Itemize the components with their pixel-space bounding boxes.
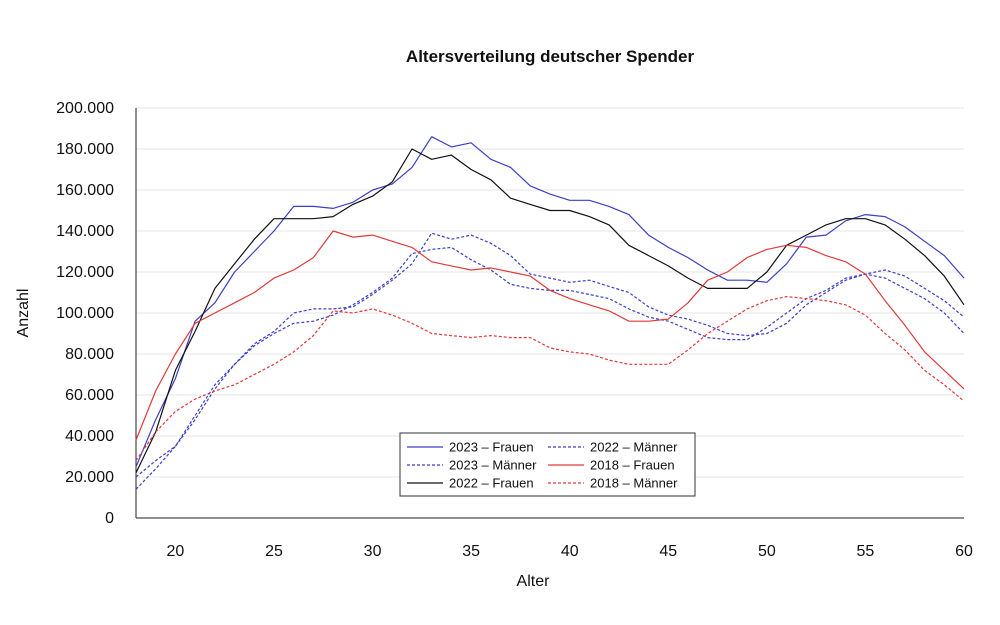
legend-label-0: 2023 – Frauen bbox=[449, 440, 534, 455]
legend-label-3: 2022 – Männer bbox=[590, 440, 678, 455]
legend-label-4: 2018 – Frauen bbox=[590, 458, 675, 473]
y-tick-label: 160.000 bbox=[56, 182, 114, 199]
x-tick-label: 20 bbox=[167, 543, 185, 560]
series-line-4 bbox=[135, 230, 965, 441]
series-line-2 bbox=[135, 148, 965, 474]
series-group bbox=[135, 136, 965, 490]
y-axis-ticks: 0 20.000 40.000 60.000 80.000 100.000 120.000 1… bbox=[56, 100, 114, 527]
y-tick-label: 200.000 bbox=[56, 100, 114, 117]
x-tick-label: 25 bbox=[265, 543, 283, 560]
series-line-3 bbox=[135, 246, 965, 490]
y-tick-label: 80.000 bbox=[65, 346, 114, 363]
x-tick-label: 60 bbox=[955, 543, 973, 560]
legend-label-1: 2023 – Männer bbox=[449, 458, 537, 473]
y-tick-label: 120.000 bbox=[56, 264, 114, 281]
series-line-1 bbox=[135, 232, 965, 478]
chart-title: Altersverteilung deutscher Spender bbox=[406, 47, 695, 66]
y-tick-label: 0 bbox=[105, 510, 114, 527]
x-axis-ticks: 20 25 30 35 40 45 50 55 60 bbox=[167, 543, 973, 560]
x-axis-label: Alter bbox=[517, 573, 551, 590]
x-tick-label: 45 bbox=[659, 543, 677, 560]
y-tick-label: 100.000 bbox=[56, 305, 114, 322]
legend-label-2: 2022 – Frauen bbox=[449, 476, 534, 491]
y-tick-label: 60.000 bbox=[65, 387, 114, 404]
y-tick-label: 140.000 bbox=[56, 223, 114, 240]
y-tick-label: 180.000 bbox=[56, 141, 114, 158]
x-tick-label: 30 bbox=[364, 543, 382, 560]
x-tick-label: 50 bbox=[758, 543, 776, 560]
gridlines bbox=[136, 107, 964, 478]
y-tick-label: 40.000 bbox=[65, 428, 114, 445]
x-tick-label: 40 bbox=[561, 543, 579, 560]
x-tick-label: 55 bbox=[857, 543, 875, 560]
series-line-0 bbox=[135, 136, 965, 468]
x-tick-label: 35 bbox=[462, 543, 480, 560]
series-line-5 bbox=[135, 296, 965, 461]
y-tick-label: 20.000 bbox=[65, 469, 114, 486]
y-axis-label: Anzahl bbox=[15, 289, 32, 338]
legend-label-5: 2018 – Männer bbox=[590, 476, 678, 491]
legend-box bbox=[399, 432, 696, 497]
legend: 2023 – Frauen 2023 – Männer 2022 – Frauen 2… bbox=[399, 432, 696, 497]
